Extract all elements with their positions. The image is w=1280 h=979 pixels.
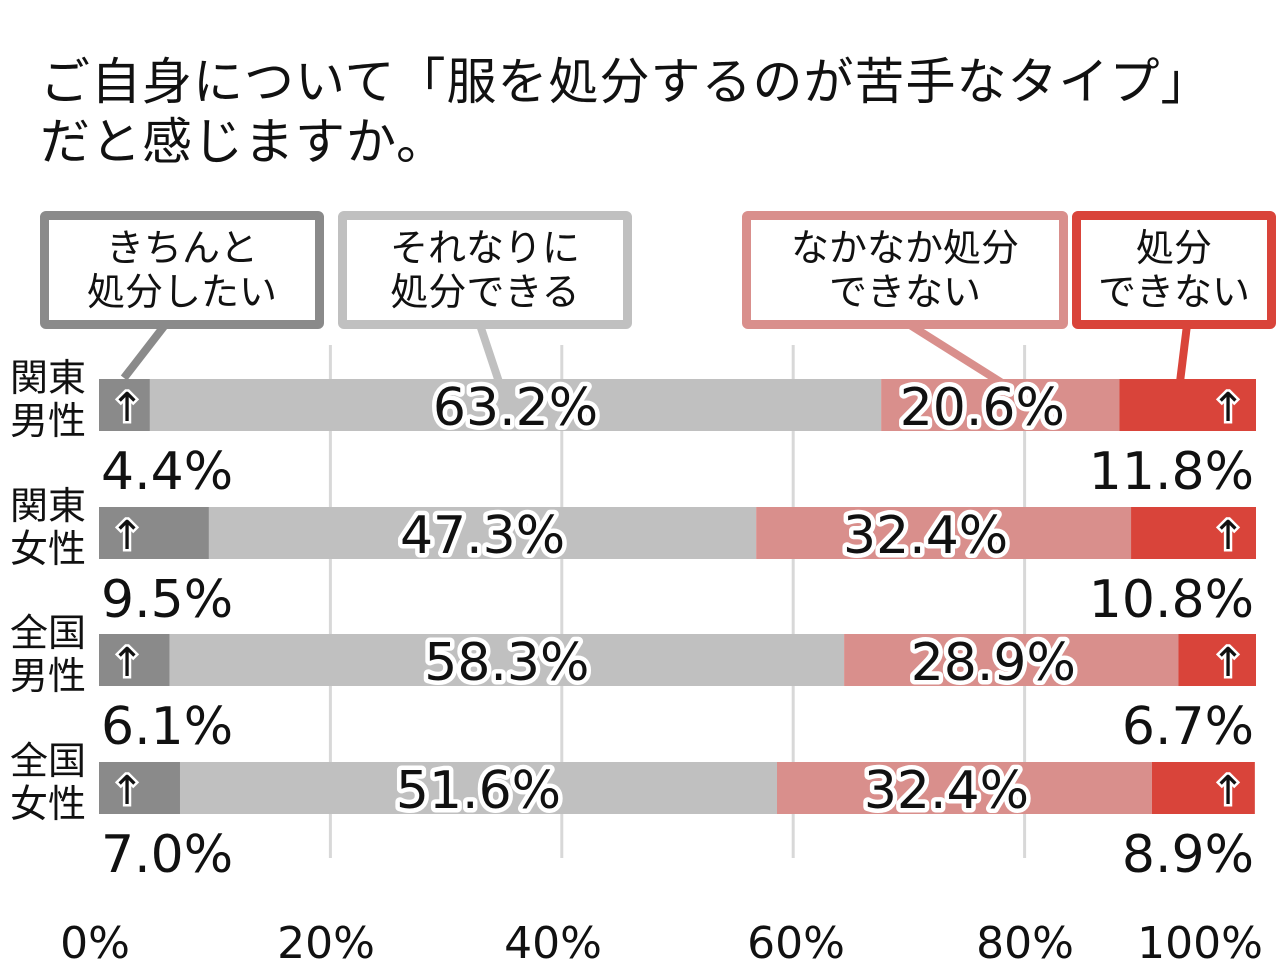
bar-segment (1119, 379, 1256, 431)
category-label-line1: 関東 (10, 356, 86, 400)
category-label-line2: 男性 (10, 399, 86, 443)
data-label: 6.7% (1122, 697, 1254, 757)
bar-segment (844, 634, 1179, 686)
bar-segment (99, 507, 209, 559)
bar-segment (99, 634, 170, 686)
data-label: 9.5% (101, 570, 233, 630)
bar-segment (881, 379, 1120, 431)
legend-label-line2: 処分できる (390, 270, 580, 314)
bar-segment (1151, 762, 1255, 814)
chart-title-line1: ご自身について「服を処分するのが苦手なタイプ」 (40, 53, 1212, 111)
x-tick-label: 60% (747, 918, 845, 969)
arrow-glyph: ↑ (1211, 640, 1245, 686)
data-label: 6.1% (101, 697, 233, 757)
data-label: 20.6% (900, 378, 1065, 438)
legend-box-nakanaka: なかなか処分 できない (742, 211, 1068, 329)
legend-box-kichinto: きちんと 処分したい (40, 211, 324, 329)
legend-label-line1: それなりに (389, 226, 580, 270)
bar-segment (1178, 634, 1256, 686)
legend-leader-line (907, 321, 1013, 392)
data-label: 8.9% (1122, 825, 1254, 885)
legend-box-dekinai: 処分 できない (1072, 211, 1276, 329)
bar-segment (1131, 507, 1256, 559)
data-label: 32.4% (843, 506, 1008, 566)
legend-label-line2: できない (828, 270, 981, 314)
bar-segment (149, 379, 882, 431)
bar-segment (179, 762, 778, 814)
bar-segment (169, 634, 845, 686)
category-label-line2: 女性 (10, 527, 86, 571)
arrow-glyph: ↑ (110, 640, 144, 686)
x-tick-label: 80% (976, 918, 1074, 969)
bar-segment (99, 762, 180, 814)
category-label-line1: 全国 (10, 739, 86, 783)
chart-title: ご自身について「服を処分するのが苦手なタイプ」 だと感じますか。 (40, 52, 1270, 172)
category-label-line1: 全国 (10, 611, 86, 655)
bar-segment (208, 507, 757, 559)
arrow-glyph: ↑ (110, 513, 144, 559)
legend-label-line1: 処分 (1135, 226, 1212, 270)
x-tick-label: 40% (504, 918, 602, 969)
data-label: 47.3% (400, 506, 565, 566)
legend-label-line2: 処分したい (86, 270, 277, 314)
legend-label-line1: きちんと (105, 226, 258, 270)
data-label: 58.3% (424, 633, 589, 693)
arrow-glyph: ↑ (110, 768, 144, 814)
legend-label-line1: なかなか処分 (790, 226, 1019, 270)
bar-segment (756, 507, 1132, 559)
arrow-glyph: ↑ (1211, 513, 1245, 559)
legend-box-sorenari: それなりに 処分できる (338, 211, 632, 329)
x-tick-label: 100% (1137, 918, 1263, 969)
data-label: 10.8% (1089, 570, 1254, 630)
bar-segment (777, 762, 1152, 814)
legend-leader-line (1176, 324, 1191, 383)
data-label: 51.6% (396, 761, 561, 821)
bar-segment (99, 379, 150, 431)
legend-label-line2: できない (1097, 270, 1250, 314)
data-label: 28.9% (911, 633, 1076, 693)
x-tick-label: 0% (60, 918, 130, 969)
legend-leader-line (120, 322, 169, 381)
arrow-glyph: ↑ (1211, 385, 1245, 431)
arrow-glyph: ↑ (110, 385, 144, 431)
data-label: 32.4% (864, 761, 1029, 821)
category-label-line1: 関東 (10, 484, 86, 528)
data-label: 4.4% (101, 442, 233, 502)
category-label-line2: 男性 (10, 654, 86, 698)
category-label-line2: 女性 (10, 782, 86, 826)
x-tick-label: 20% (277, 918, 375, 969)
chart-title-line2: だと感じますか。 (40, 113, 447, 171)
data-label: 11.8% (1089, 442, 1254, 502)
data-label: 7.0% (101, 825, 233, 885)
arrow-glyph: ↑ (1211, 768, 1245, 814)
data-label: 63.2% (433, 378, 598, 438)
legend-leader-line (476, 323, 504, 387)
